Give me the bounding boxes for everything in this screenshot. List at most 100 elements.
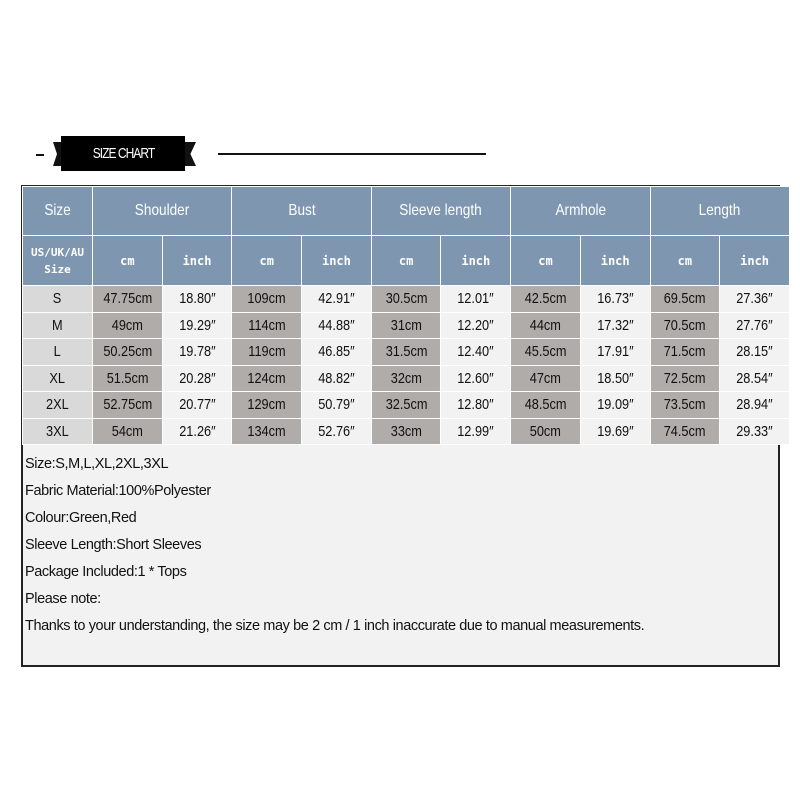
cm-cell: 51.5cm (93, 365, 162, 391)
cm-cell: 30.5cm (371, 286, 441, 312)
unit-cm: cm (93, 236, 162, 285)
size-cell: XL (23, 365, 92, 391)
size-cell: 3XL (23, 418, 92, 444)
table-row: 2XL 52.75cm 20.77″ 129cm 50.79″ 32.5cm 12.80″ 4… (23, 392, 789, 418)
cm-cell: 109cm (232, 286, 302, 312)
inch-cell: 46.85″ (302, 339, 371, 365)
inch-cell: 42.91″ (302, 286, 371, 312)
inch-cell: 19.69″ (580, 418, 650, 444)
cm-cell: 50.25cm (93, 339, 162, 365)
ribbon-right-tail (182, 142, 196, 166)
unit-inch: inch (580, 236, 650, 285)
cm-cell: 44cm (511, 312, 580, 338)
cm-cell: 31.5cm (371, 339, 441, 365)
note-line: Fabric Material:100%Polyester (25, 483, 211, 499)
inch-cell: 12.01″ (441, 286, 511, 312)
unit-cm: cm (232, 236, 302, 285)
table-row: XL 51.5cm 20.28″ 124cm 48.82″ 32cm 12.60″ 47cm 1… (23, 365, 789, 391)
note-line: Colour:Green,Red (25, 510, 137, 526)
table-row: S 47.75cm 18.80″ 109cm 42.91″ 30.5cm 12.01″ 42.… (23, 286, 789, 312)
inch-cell: 20.77″ (162, 392, 232, 418)
inch-cell: 19.29″ (162, 312, 232, 338)
inch-cell: 19.09″ (580, 392, 650, 418)
header-shoulder: Shoulder (93, 187, 232, 235)
table-row: L 50.25cm 19.78″ 119cm 46.85″ 31.5cm 12.40″ 45.… (23, 339, 789, 365)
inch-cell: 27.76″ (720, 312, 789, 338)
table-row: M 49cm 19.29″ 114cm 44.88″ 31cm 12.20″ 44cm 17.3… (23, 312, 789, 338)
note-line: Size:S,M,L,XL,2XL,3XL (25, 456, 169, 472)
size-subheader: US/UK/AU Size (23, 236, 92, 285)
cm-cell: 52.75cm (93, 392, 162, 418)
cm-cell: 69.5cm (650, 286, 720, 312)
ribbon-left-tail (53, 142, 63, 166)
inch-cell: 48.82″ (302, 365, 371, 391)
cm-cell: 124cm (232, 365, 302, 391)
inch-cell: 16.73″ (580, 286, 650, 312)
inch-cell: 12.40″ (441, 339, 511, 365)
table-row: 3XL 54cm 21.26″ 134cm 52.76″ 33cm 12.99″ 50cm 19… (23, 418, 789, 444)
inch-cell: 12.20″ (441, 312, 511, 338)
header-sleeve-length: Sleeve length (371, 187, 511, 235)
note-line: Sleeve Length:Short Sleeves (25, 537, 202, 553)
header-length: Length (650, 187, 789, 235)
unit-cm: cm (371, 236, 441, 285)
unit-inch: inch (720, 236, 789, 285)
size-cell: S (23, 286, 92, 312)
banner-dash (36, 154, 44, 156)
cm-cell: 42.5cm (511, 286, 580, 312)
cm-cell: 54cm (93, 418, 162, 444)
size-cell: M (23, 312, 92, 338)
cm-cell: 70.5cm (650, 312, 720, 338)
cm-cell: 114cm (232, 312, 302, 338)
size-table: Size Shoulder Bust Sleeve length Armhole… (22, 186, 790, 445)
inch-cell: 28.54″ (720, 365, 789, 391)
cm-cell: 33cm (371, 418, 441, 444)
header-size: Size (23, 187, 92, 235)
unit-inch: inch (162, 236, 232, 285)
cm-cell: 72.5cm (650, 365, 720, 391)
cm-cell: 48.5cm (511, 392, 580, 418)
cm-cell: 71.5cm (650, 339, 720, 365)
cm-cell: 45.5cm (511, 339, 580, 365)
header-armhole: Armhole (511, 187, 650, 235)
inch-cell: 52.76″ (302, 418, 371, 444)
size-cell: L (23, 339, 92, 365)
inch-cell: 50.79″ (302, 392, 371, 418)
inch-cell: 17.91″ (580, 339, 650, 365)
unit-cm: cm (511, 236, 580, 285)
size-cell: 2XL (23, 392, 92, 418)
cm-cell: 32.5cm (371, 392, 441, 418)
cm-cell: 74.5cm (650, 418, 720, 444)
header-bust: Bust (232, 187, 371, 235)
note-line: Thanks to your understanding, the size m… (25, 618, 645, 634)
inch-cell: 29.33″ (720, 418, 789, 444)
size-chart-banner: SIZE CHART (36, 136, 486, 172)
inch-cell: 12.99″ (441, 418, 511, 444)
inch-cell: 18.50″ (580, 365, 650, 391)
inch-cell: 27.36″ (720, 286, 789, 312)
unit-inch: inch (441, 236, 511, 285)
note-line: Please note: (25, 591, 101, 607)
cm-cell: 47.75cm (93, 286, 162, 312)
inch-cell: 28.94″ (720, 392, 789, 418)
banner-rule (218, 153, 486, 155)
cm-cell: 119cm (232, 339, 302, 365)
cm-cell: 31cm (371, 312, 441, 338)
unit-row: US/UK/AU Size cm inch cm inch cm inch cm inch cm… (23, 236, 789, 285)
inch-cell: 18.80″ (162, 286, 232, 312)
cm-cell: 73.5cm (650, 392, 720, 418)
cm-cell: 50cm (511, 418, 580, 444)
cm-cell: 32cm (371, 365, 441, 391)
cm-cell: 134cm (232, 418, 302, 444)
product-notes: Size:S,M,L,XL,2XL,3XL Fabric Material:100… (25, 451, 645, 640)
cm-cell: 129cm (232, 392, 302, 418)
cm-cell: 47cm (511, 365, 580, 391)
unit-inch: inch (302, 236, 371, 285)
inch-cell: 12.80″ (441, 392, 511, 418)
inch-cell: 21.26″ (162, 418, 232, 444)
header-row: Size Shoulder Bust Sleeve length Armhole… (23, 187, 789, 235)
unit-cm: cm (650, 236, 720, 285)
inch-cell: 20.28″ (162, 365, 232, 391)
inch-cell: 12.60″ (441, 365, 511, 391)
size-chart-panel: Size Shoulder Bust Sleeve length Armhole… (21, 185, 790, 667)
